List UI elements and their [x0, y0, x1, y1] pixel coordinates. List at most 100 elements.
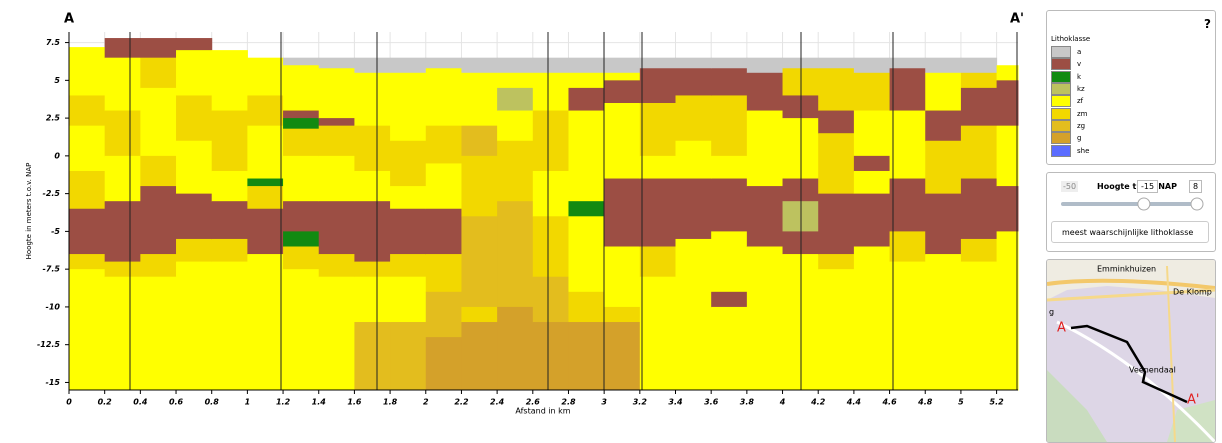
litho-cell — [140, 277, 176, 391]
litho-cell — [319, 156, 355, 202]
litho-cell — [711, 58, 747, 69]
x-tick-label: 3.6 — [704, 398, 719, 407]
legend-swatch — [1051, 46, 1071, 58]
litho-cell — [212, 111, 248, 172]
litho-cell — [319, 68, 355, 118]
litho-cell — [426, 126, 462, 164]
litho-cell — [711, 156, 747, 179]
litho-cell — [747, 186, 783, 247]
page: A A' Afstand in km Hoogte in meters t.o.… — [0, 0, 1222, 441]
litho-cell — [997, 126, 1019, 187]
litho-cell — [283, 65, 319, 111]
litho-cell — [818, 133, 854, 194]
litho-cell — [997, 186, 1019, 232]
dropdown[interactable]: meest waarschijnlijke lithoklasse — [1051, 221, 1209, 243]
litho-cell — [283, 111, 319, 119]
litho-cell — [497, 88, 533, 111]
litho-cell — [890, 179, 926, 232]
litho-cell — [604, 73, 640, 81]
litho-cell — [105, 156, 141, 202]
x-tick-label: 1.2 — [276, 398, 291, 407]
start-label: A — [64, 12, 74, 27]
x-tick-label: 1.6 — [347, 398, 362, 407]
litho-cell — [640, 277, 676, 391]
litho-cell — [854, 156, 890, 172]
litho-cell — [69, 171, 105, 209]
litho-cell — [283, 118, 319, 129]
litho-cell — [319, 277, 355, 391]
litho-cell — [426, 209, 462, 255]
litho-cell — [568, 111, 604, 202]
litho-cell — [925, 58, 961, 74]
litho-cell — [69, 47, 105, 96]
x-tick-label: 0.6 — [169, 398, 184, 407]
litho-cell — [390, 58, 426, 74]
slider-knob — [1191, 198, 1203, 210]
litho-cell — [818, 269, 854, 390]
litho-cell — [283, 156, 319, 202]
litho-cell — [604, 80, 640, 103]
litho-cell — [711, 68, 747, 96]
litho-cell — [890, 58, 926, 69]
y-tick-label: 2.5 — [46, 114, 61, 123]
litho-cell — [568, 292, 604, 323]
litho-cell — [354, 58, 390, 74]
litho-cell — [69, 209, 105, 255]
legend-entry: a — [1051, 46, 1089, 58]
litho-cell — [176, 38, 212, 51]
slider[interactable] — [1047, 193, 1215, 217]
litho-cell — [390, 73, 426, 141]
litho-cell — [533, 171, 569, 217]
litho-cell — [747, 73, 783, 111]
legend-label: v — [1077, 60, 1081, 68]
litho-cell — [961, 262, 997, 391]
legend-label: zf — [1077, 97, 1083, 105]
litho-cell — [390, 186, 426, 209]
legend-label: she — [1077, 147, 1089, 155]
litho-cell — [140, 38, 176, 58]
slider-knob — [1138, 198, 1150, 210]
x-tick-label: 4.8 — [917, 398, 933, 407]
litho-cell — [212, 171, 248, 202]
litho-cell — [533, 216, 569, 277]
litho-cell — [533, 73, 569, 111]
x-tick-label: 3.2 — [633, 398, 648, 407]
litho-cell — [676, 58, 712, 69]
litho-cell — [497, 73, 533, 89]
litho-cell — [105, 58, 141, 111]
cells — [69, 38, 1019, 390]
slider-value[interactable]: -15 — [1137, 180, 1158, 193]
litho-cell — [890, 111, 926, 179]
litho-cell — [711, 231, 747, 292]
y-tick-label: 7.5 — [46, 38, 61, 47]
x-tick-label: 0.8 — [205, 398, 220, 407]
litho-cell — [390, 141, 426, 187]
litho-cell — [497, 201, 533, 307]
litho-cell — [354, 73, 390, 126]
depth-panel: -50 Hoogte t.o.v. NAP -15 8 meest waarsc… — [1046, 172, 1216, 252]
legend-label: a — [1077, 48, 1081, 56]
litho-cell — [69, 269, 105, 390]
litho-cell — [497, 307, 533, 391]
x-tick-label: 2.2 — [454, 398, 469, 407]
litho-cell — [818, 254, 854, 270]
legend: avkkzzfzmzggshe — [1051, 46, 1089, 157]
litho-cell — [283, 269, 319, 390]
litho-cell — [676, 239, 712, 391]
litho-cell — [568, 88, 604, 111]
litho-cell — [354, 171, 390, 202]
legend-label: zg — [1077, 122, 1085, 130]
litho-cell — [247, 126, 283, 179]
legend-entry: v — [1051, 58, 1089, 70]
litho-cell — [283, 201, 319, 232]
litho-cell — [961, 88, 997, 126]
map-label: g — [1049, 308, 1054, 317]
litho-cell — [390, 254, 426, 277]
litho-cell — [961, 58, 997, 74]
y-tick-label: 0 — [54, 151, 60, 160]
litho-cell — [640, 58, 676, 69]
legend-entry: g — [1051, 132, 1089, 144]
litho-cell — [105, 201, 141, 262]
legend-entry: zf — [1051, 95, 1089, 107]
help-button[interactable]: ? — [1204, 17, 1211, 31]
